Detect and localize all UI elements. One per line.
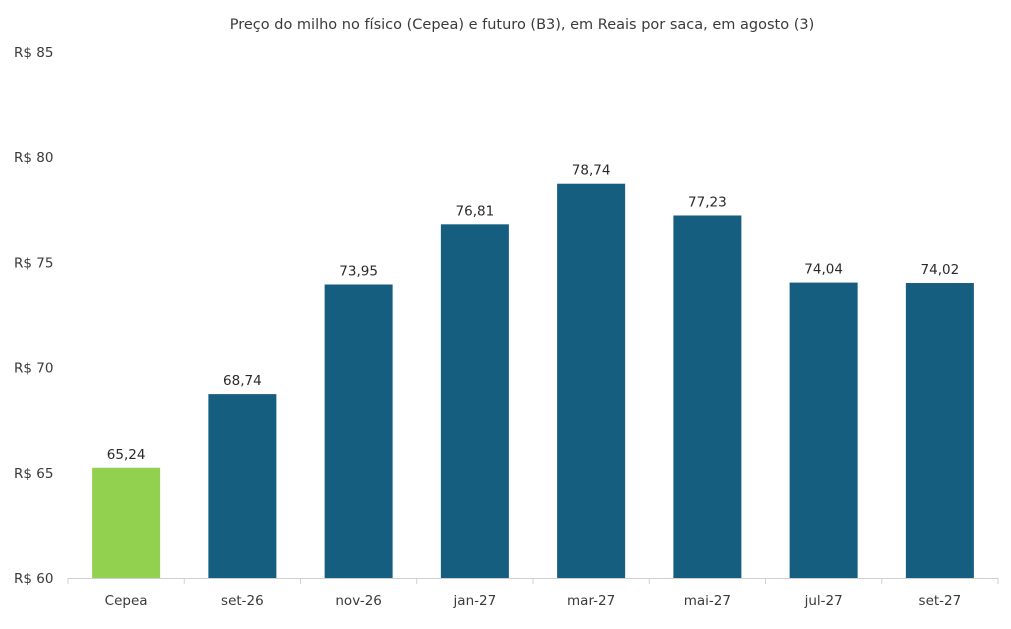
data-label: 78,74 [572,163,611,179]
bar [324,284,393,578]
x-tick-label: mai-27 [684,593,731,609]
y-tick-label: R$ 85 [14,45,53,61]
data-label: 77,23 [688,194,727,210]
data-label: 76,81 [456,203,495,219]
x-tick-label: set-27 [919,593,962,609]
bar [440,224,509,578]
x-tick-label: nov-26 [335,593,382,609]
chart-title: Preço do milho no físico (Cepea) e futur… [230,17,815,33]
bar [92,467,161,578]
x-axis: Cepea set-26 nov-26 jan-27 mar-27 mai-27 jul-2… [105,593,962,609]
y-tick-label: R$ 65 [14,466,53,482]
y-tick-label: R$ 75 [14,255,53,271]
x-tick-label: jan-27 [453,593,497,609]
x-tick-label: mar-27 [567,593,615,609]
x-tick-label: set-26 [221,593,264,609]
x-tick-label: jul-27 [804,593,843,609]
bar [789,282,858,578]
bar [208,394,277,578]
bar [673,215,742,578]
x-tick-label: Cepea [105,593,148,609]
data-label: 68,74 [223,373,262,389]
data-label: 74,02 [921,262,960,278]
bar [557,183,626,579]
bars [92,183,974,579]
data-label: 65,24 [107,447,146,463]
y-axis: R$ 60 R$ 65 R$ 70 R$ 75 R$ 80 R$ 85 [14,45,53,587]
x-axis-ticks [67,578,999,584]
data-label: 74,04 [804,262,843,278]
y-tick-label: R$ 80 [14,150,53,166]
data-labels: 65,24 68,74 73,95 76,81 78,74 77,23 74,04 74,02 [107,163,959,463]
y-tick-label: R$ 70 [14,361,53,377]
bar [905,283,974,578]
data-label: 73,95 [339,263,378,279]
y-tick-label: R$ 60 [14,571,53,587]
